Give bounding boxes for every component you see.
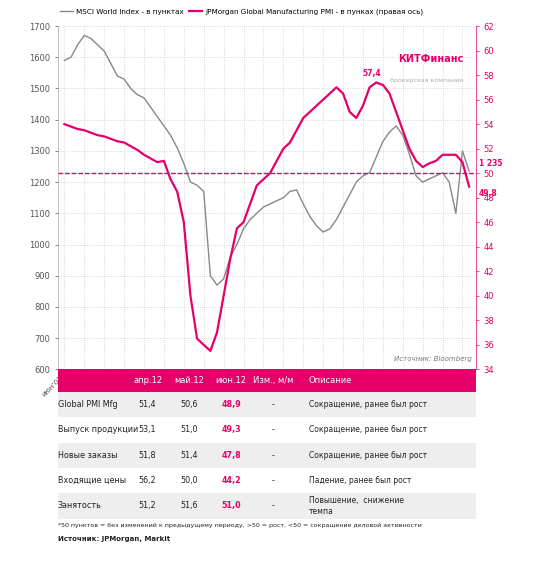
Text: Источник: JPMorgan, Markit: Источник: JPMorgan, Markit (58, 536, 170, 542)
Text: 44,2: 44,2 (221, 476, 241, 485)
Legend: MSCI World Index - в пунктах, JPMorgan Global Manufacturing PMI - в пунках (прав: MSCI World Index - в пунктах, JPMorgan G… (57, 6, 426, 18)
Text: Описание: Описание (309, 376, 352, 385)
Text: Занятость: Занятость (58, 501, 102, 511)
Bar (58, 442, 476, 468)
Text: Источник: Bloomberg: Источник: Bloomberg (394, 357, 471, 362)
Bar (58, 417, 476, 442)
Text: апр.12: апр.12 (133, 376, 162, 385)
Text: 51,6: 51,6 (180, 501, 198, 511)
Text: Повышение,  снижение
темпа: Повышение, снижение темпа (309, 496, 404, 516)
Bar (58, 369, 476, 392)
Text: Сокращение, ранее был рост: Сокращение, ранее был рост (309, 426, 427, 434)
Text: -: - (272, 501, 274, 511)
Bar (58, 493, 476, 519)
Text: -: - (272, 400, 274, 409)
Text: Выпуск продукции: Выпуск продукции (58, 426, 138, 434)
Text: 51,4: 51,4 (180, 450, 198, 460)
Text: брокерская компания: брокерская компания (390, 78, 463, 83)
Text: 49,3: 49,3 (222, 426, 241, 434)
Bar (58, 468, 476, 493)
Text: Изм., м/м: Изм., м/м (253, 376, 293, 385)
Text: 47,8: 47,8 (221, 450, 241, 460)
Text: 51,0: 51,0 (222, 501, 241, 511)
Text: -: - (272, 450, 274, 460)
Text: 50,0: 50,0 (180, 476, 198, 485)
Text: 56,2: 56,2 (139, 476, 156, 485)
Text: 48,9: 48,9 (221, 400, 241, 409)
Text: Входящие цены: Входящие цены (58, 476, 126, 485)
Text: 51,8: 51,8 (139, 450, 156, 460)
Text: Новые заказы: Новые заказы (58, 450, 117, 460)
Text: Global PMI Mfg: Global PMI Mfg (58, 400, 117, 409)
Text: 51,2: 51,2 (139, 501, 156, 511)
Text: 57,4: 57,4 (363, 69, 382, 78)
Text: *50 пунктов = без изменений к предыдущему периоду, >50 = рост, <50 = сокращение : *50 пунктов = без изменений к предыдущем… (58, 523, 421, 527)
Text: 50,6: 50,6 (180, 400, 198, 409)
Text: КИТФинанс: КИТФинанс (398, 53, 463, 64)
Text: -: - (272, 426, 274, 434)
Text: 51,4: 51,4 (139, 400, 156, 409)
Text: Сокращение, ранее был рост: Сокращение, ранее был рост (309, 450, 427, 460)
Text: 1 235: 1 235 (479, 159, 503, 168)
Bar (58, 392, 476, 417)
Text: Сокращение, ранее был рост: Сокращение, ранее был рост (309, 400, 427, 409)
Text: июн.12: июн.12 (216, 376, 247, 385)
Text: 53,1: 53,1 (139, 426, 156, 434)
Text: Падение, ранее был рост: Падение, ранее был рост (309, 476, 411, 485)
Text: 51,0: 51,0 (180, 426, 198, 434)
Text: -: - (272, 476, 274, 485)
Text: май.12: май.12 (174, 376, 205, 385)
Text: 49,8: 49,8 (479, 189, 498, 199)
